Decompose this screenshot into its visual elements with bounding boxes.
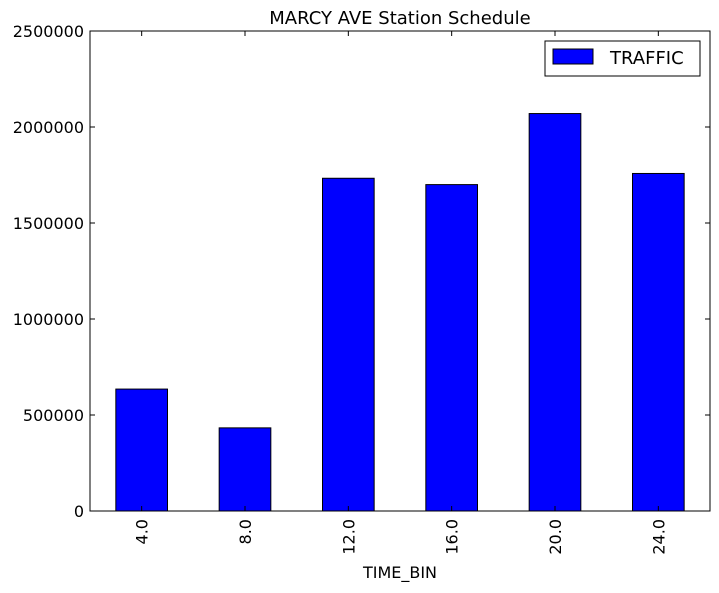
bar	[528, 113, 582, 512]
x-tick-label: 8.0	[236, 519, 255, 544]
bar	[115, 388, 169, 512]
x-axis-label: TIME_BIN	[362, 563, 437, 583]
bar	[425, 184, 479, 512]
x-tick-label: 20.0	[546, 519, 565, 555]
y-tick-label: 0	[74, 502, 84, 521]
legend: TRAFFIC	[544, 40, 701, 77]
y-axis: 0 500000 1000000 1500000 2000000 2500000	[13, 22, 710, 521]
y-tick-label: 1000000	[13, 310, 84, 329]
y-tick-label: 1500000	[13, 214, 84, 233]
y-tick-label: 2500000	[13, 22, 84, 41]
x-tick-label: 24.0	[649, 519, 668, 555]
chart-title: MARCY AVE Station Schedule	[269, 8, 530, 29]
y-tick-label: 500000	[23, 406, 84, 425]
bar	[632, 172, 685, 512]
bar	[218, 427, 272, 512]
bar	[322, 177, 375, 512]
legend-label: TRAFFIC	[609, 48, 684, 69]
x-axis: 4.0 8.0 12.0 16.0 20.0 24.0	[133, 31, 668, 555]
bars-group	[115, 113, 685, 512]
x-tick-label: 4.0	[133, 519, 152, 544]
x-tick-label: 16.0	[443, 519, 462, 555]
x-tick-label: 12.0	[339, 519, 358, 555]
y-tick-label: 2000000	[13, 118, 84, 137]
plot-area	[89, 30, 711, 512]
legend-swatch	[552, 48, 594, 65]
